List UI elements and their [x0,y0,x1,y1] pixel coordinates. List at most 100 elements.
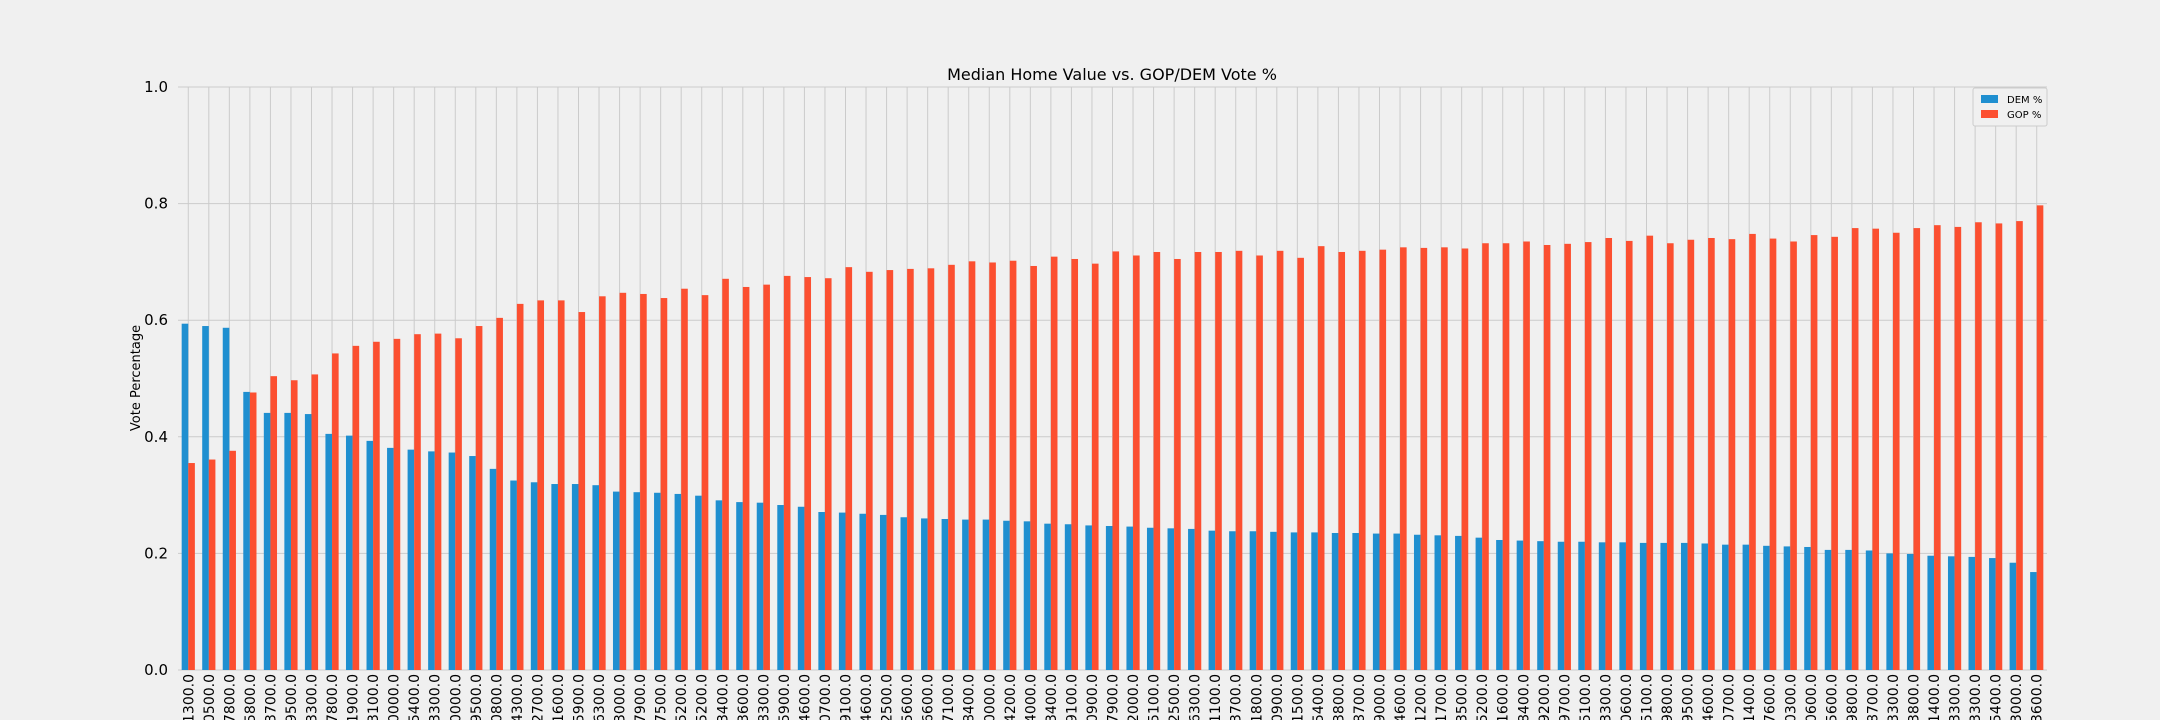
bar-gop [311,374,319,670]
bar-dem [1393,533,1401,670]
bar-gop [681,288,688,670]
x-tick-label: 5400.0 [1989,674,2005,720]
bar-dem [1886,553,1893,670]
bar-dem [1639,542,1647,670]
x-tick-label: 3000.0 [2009,674,2025,720]
x-tick-label: 0000.0 [448,674,464,720]
x-tick-label: 2500.0 [880,674,896,720]
x-tick-label: 9000.0 [1373,674,1389,720]
x-tick-label: 1600.0 [1496,674,1512,720]
bar-gop [1584,242,1592,670]
bar-dem [1578,541,1585,670]
bar-dem [1352,532,1359,670]
x-tick-label: 3600.0 [2030,674,2046,720]
bar-gop [578,312,586,670]
x-tick-label: 3000.0 [613,674,629,720]
bar-dem [1003,520,1010,670]
bar-gop [434,333,442,670]
bar-gop [824,278,832,670]
bar-gop [742,286,750,670]
bar-gop [701,295,709,670]
bar-gop [1913,228,1921,670]
bar-dem [1270,531,1277,670]
bar-gop [537,300,545,670]
bar-gop [640,293,647,670]
bar-gop [1276,250,1284,670]
x-tick-label: 9800.0 [1660,674,1676,720]
chart-title: Median Home Value vs. GOP/DEM Vote % [947,65,1277,84]
x-tick-label: 5200.0 [695,674,711,720]
y-tick-label: 0.0 [144,661,168,679]
legend: DEM % GOP % [1972,87,2048,127]
bar-gop [475,326,483,670]
bar-gop [1667,243,1674,670]
bar-gop [393,338,401,670]
bar-dem [715,500,723,670]
x-tick-label: 1500.0 [1290,674,1306,720]
x-tick-label: 1400.0 [1927,674,1943,720]
x-tick-label: 4300.0 [510,674,526,720]
bar-dem [1496,539,1503,670]
bar-dem [962,519,969,670]
x-tick-label: 3300.0 [305,674,321,720]
bar-dem [1824,549,1832,670]
bar-dem [181,323,189,670]
bar-gop [1379,249,1387,671]
bar-dem [818,512,825,670]
x-tick-label: 5400.0 [1311,674,1327,720]
x-tick-label: 3300.0 [1968,674,1984,720]
bar-gop [1646,235,1654,671]
bar-dem [510,480,517,670]
y-axis-label: Vote Percentage [129,325,144,431]
bar-dem [1146,527,1154,670]
bar-gop [373,341,380,670]
x-tick-label: 0000.0 [387,674,403,720]
bar-gop [1133,255,1140,670]
bar-dem [469,456,476,670]
bar-dem [222,327,230,670]
x-tick-label: 4600.0 [859,674,875,720]
bar-gop [1153,251,1161,670]
bar-dem [1208,530,1216,670]
bar-dem [797,506,805,670]
x-tick-label: 5200.0 [1475,674,1491,720]
x-tick-label: 4600.0 [797,674,813,720]
bar-dem [1434,535,1442,670]
bar-gop [1174,258,1181,670]
x-tick-label: 8400.0 [1516,674,1532,720]
bar-dem [345,435,353,670]
x-tick-label: 9500.0 [284,674,300,720]
x-tick-label: 0800.0 [489,674,505,720]
x-tick-label: 8700.0 [1352,674,1368,720]
bar-dem [428,451,435,670]
x-tick-label: 5600.0 [900,674,916,720]
x-tick-label: 3300.0 [1598,674,1614,720]
x-tick-label: 0900.0 [1085,674,1101,720]
x-tick-label: 0600.0 [1619,674,1635,720]
y-tick-label: 1.0 [144,78,168,96]
y-tick-label: 0.4 [144,428,168,446]
x-tick-label: 3300.0 [428,674,444,720]
bar-dem [941,519,949,670]
bar-gop [1297,257,1304,670]
bar-dem [1085,525,1092,670]
bar-gop [1400,247,1407,670]
legend-swatch-dem [1981,95,1998,103]
bar-dem [736,502,743,670]
x-tick-label: 4200.0 [1003,674,1019,720]
x-tick-label: 0900.0 [1270,674,1286,720]
bar-dem [1742,544,1750,670]
bar-gop [1030,265,1037,670]
bar-dem [921,518,928,670]
bar-gop [1256,255,1263,670]
x-tick-label: 8700.0 [1865,674,1881,720]
y-tick-label: 0.8 [144,195,168,213]
bar-dem [1249,531,1257,670]
bar-gop [290,380,298,670]
bar-dem [1105,525,1113,670]
bar-gop [229,450,236,670]
bar-dem [304,414,312,670]
bar-dem [1783,546,1791,670]
x-tick-label: 5100.0 [1578,674,1594,720]
bar-dem [1126,526,1134,670]
